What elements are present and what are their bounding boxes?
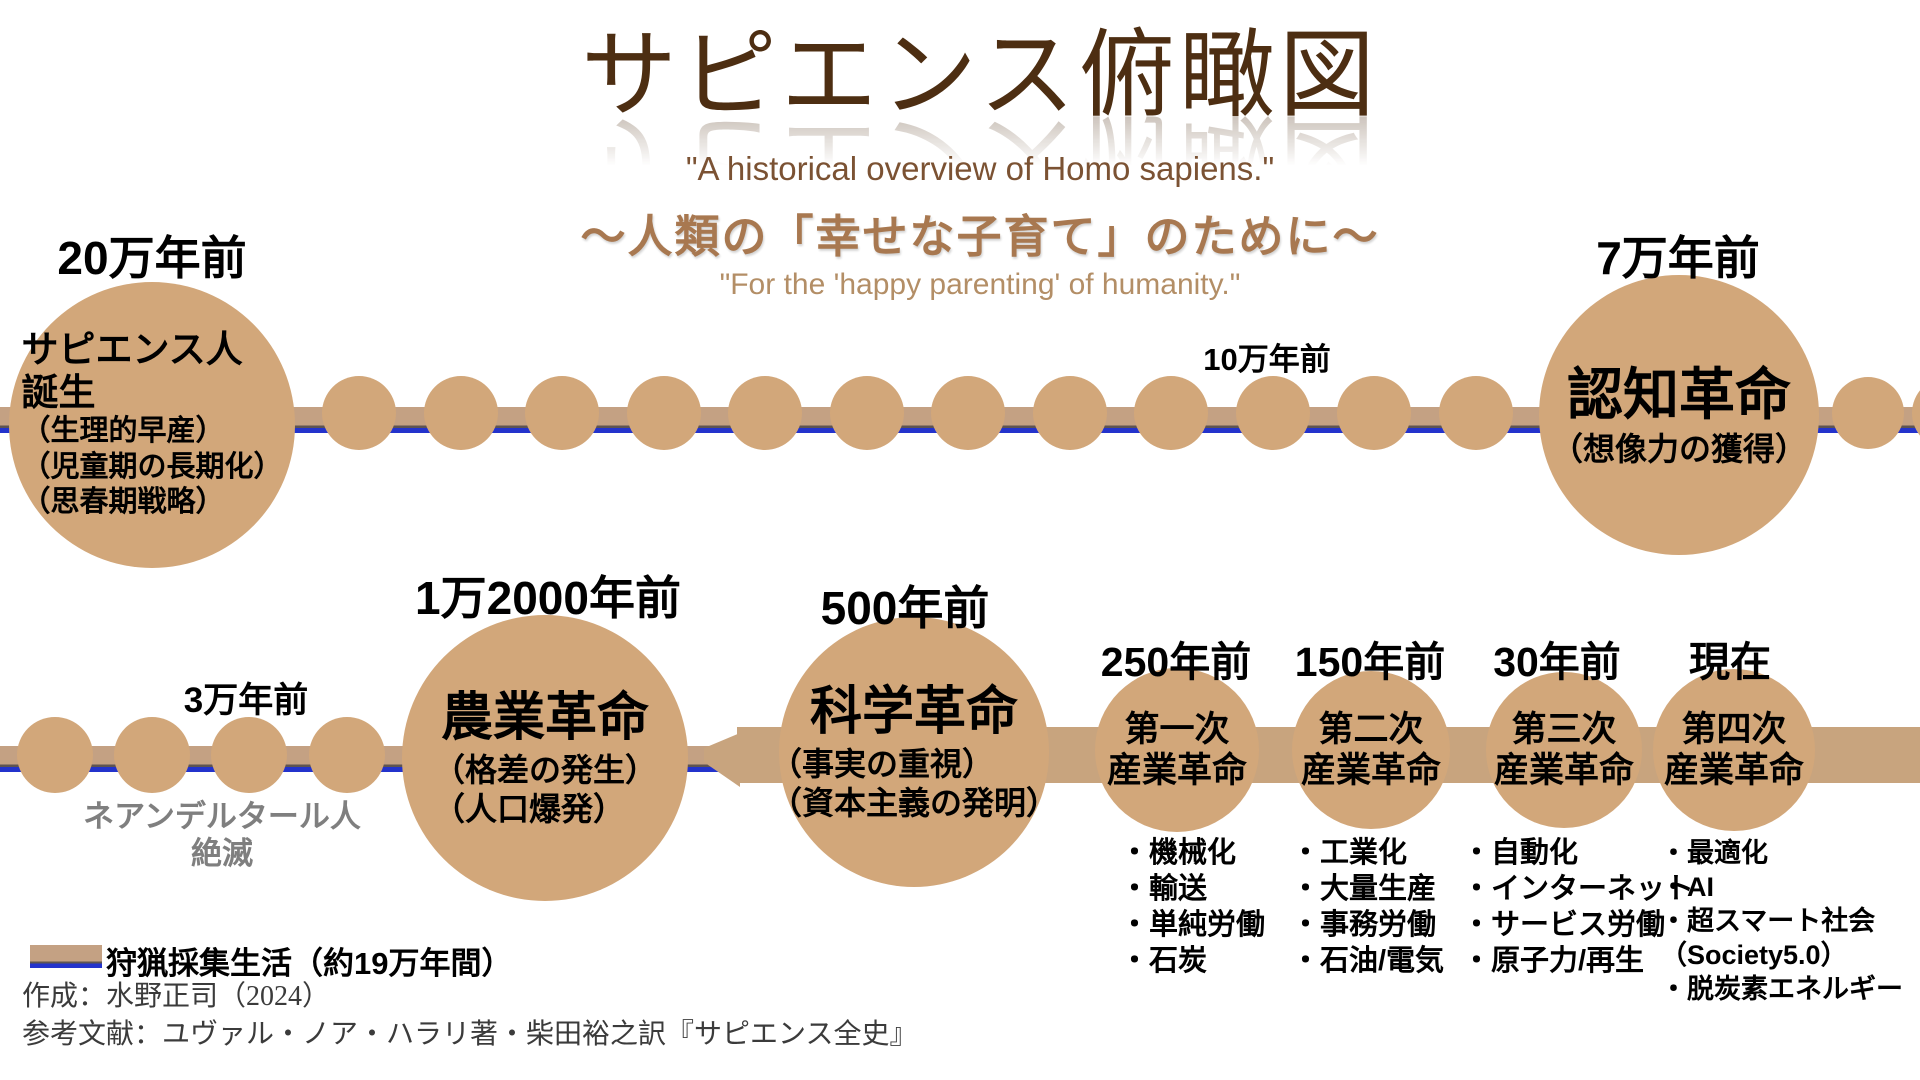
bullet-item: ・自動化 — [1462, 837, 1579, 869]
timeline-dot — [211, 717, 287, 793]
event-circle-industrial-1: 第一次 産業革命 — [1095, 668, 1259, 832]
text-line: 第四次 — [1681, 709, 1787, 749]
era-label-industrial-1: 250年前 — [1100, 639, 1252, 685]
text-line: 第一次 — [1124, 709, 1230, 749]
event-circle-industrial-3: 第三次 産業革命 — [1486, 672, 1642, 828]
text-line: 第二次 — [1318, 709, 1424, 749]
scientific-revolution-subs: （事実の重視） （資本主義の発明） — [770, 745, 1058, 823]
timeline-dot — [309, 717, 385, 793]
cognitive-revolution-sub: （想像力の獲得） — [1550, 430, 1807, 467]
timeline-dot — [1235, 376, 1310, 450]
sapiens-birth-text: サピエンス人 誕生 （生理的早産） （児童期の長期化） （思春期戦略） — [21, 329, 282, 520]
page-title: サピエンス俯瞰図 — [580, 22, 1380, 129]
bullet-item: （Society5.0） — [1660, 940, 1848, 971]
cognitive-revolution-title: 認知革命 — [1567, 363, 1791, 427]
text-line: （事実の重視） — [770, 745, 995, 782]
era-label-12000: 1万2000年前 — [415, 572, 681, 624]
bullet-item: ・石油/電気 — [1291, 944, 1445, 977]
era-label-500: 500年前 — [820, 582, 990, 634]
legend-label: 狩猟採集生活（約19万年間） — [106, 946, 513, 981]
bullet-item: ・工業化 — [1291, 837, 1408, 869]
text-line: 産業革命 — [1663, 751, 1804, 790]
text-line: （思春期戦略） — [21, 486, 225, 519]
timeline-dot — [1438, 376, 1513, 450]
industrial-3-bullet-list: ・自動化 ・インターネット ・サービス労働 ・原子力/再生 — [1462, 836, 1694, 980]
era-label-30k: 3万年前 — [183, 681, 309, 720]
text-line: （人口爆発） — [432, 790, 625, 827]
text-line: （資本主義の発明） — [770, 784, 1059, 821]
timeline-dot — [322, 376, 396, 450]
event-circle-scientific-revolution: 科学革命 （事実の重視） （資本主義の発明） — [770, 617, 1058, 887]
legend-swatch-hunter-gatherer — [30, 945, 102, 968]
text-line: （生理的早産） — [21, 415, 225, 448]
event-circle-industrial-4: 第四次 産業革命 — [1653, 669, 1815, 831]
text-line: 誕生 — [21, 371, 96, 413]
bullet-item: ・最適化 — [1660, 838, 1768, 868]
subtitle-japanese: ～人類の「幸せな子育て」のために～ — [580, 212, 1380, 262]
timeline-dot — [1134, 376, 1208, 450]
timeline-dot — [1832, 377, 1904, 449]
agricultural-revolution-title: 農業革命 — [440, 689, 649, 748]
bullet-item: ・事務労働 — [1291, 908, 1437, 941]
timeline-dot — [626, 376, 701, 450]
bullet-item: ・超スマート社会 — [1660, 906, 1876, 937]
bullet-item: ・大量生産 — [1291, 872, 1437, 905]
timeline-dot — [1032, 376, 1107, 450]
bullet-item: ・輸送 — [1120, 872, 1208, 905]
era-label-industrial-2: 150年前 — [1294, 639, 1446, 685]
bullet-item: ・機械化 — [1120, 837, 1237, 869]
timeline-dot — [114, 717, 190, 793]
bullet-item: ・AI — [1660, 872, 1714, 903]
text-line: ネアンデルタール人 — [83, 799, 361, 834]
text-line: 第三次 — [1511, 709, 1617, 749]
subtitle-english: "A historical overview of Homo sapiens." — [685, 150, 1275, 187]
timeline-dot — [829, 376, 904, 450]
credit-reference: 参考文献：ユヴァル・ノア・ハラリ著・柴田裕之訳『サピエンス全史』 — [22, 1019, 918, 1050]
timeline-dot — [1912, 377, 1920, 449]
subtitle-english-2: "For the 'happy parenting' of humanity." — [719, 268, 1241, 301]
event-circle-sapiens-birth: サピエンス人 誕生 （生理的早産） （児童期の長期化） （思春期戦略） — [9, 282, 295, 568]
timeline-dot — [931, 376, 1005, 450]
bullet-item: ・石炭 — [1120, 944, 1208, 977]
agricultural-revolution-subs: （格差の発生） （人口爆発） — [433, 751, 657, 829]
text-line: （格差の発生） — [432, 751, 657, 788]
text-line: 産業革命 — [1300, 751, 1441, 790]
industrial-4-bullet-list: ・最適化・AI ・超スマート社会 （Society5.0） ・脱炭素エネルギー — [1660, 836, 1903, 1006]
neanderthal-extinction-note: ネアンデルタール人 絶滅 — [83, 798, 361, 872]
scientific-revolution-title: 科学革命 — [809, 683, 1018, 742]
bullet-item: ・原子力/再生 — [1462, 944, 1645, 977]
bullet-item: ・単純労働 — [1120, 908, 1266, 941]
bullet-item: ・インターネット — [1462, 872, 1695, 905]
industrial-2-bullet-list: ・工業化 ・大量生産 ・事務労働 ・石油/電気 — [1291, 836, 1444, 980]
event-circle-agricultural-revolution: 農業革命 （格差の発生） （人口爆発） — [402, 615, 688, 901]
timeline-dot — [1337, 376, 1411, 450]
timeline-dot — [728, 376, 802, 450]
timeline-bar-flare — [704, 733, 740, 787]
industrial-1-bullet-list: ・機械化 ・輸送 ・単純労働 ・石炭 — [1120, 836, 1265, 980]
event-circle-industrial-2: 第二次 産業革命 — [1292, 671, 1450, 829]
era-label-70k: 7万年前 — [1596, 232, 1760, 284]
credit-author: 作成：水野正司（2024） — [22, 981, 331, 1012]
era-label-200k: 20万年前 — [57, 232, 247, 284]
timeline-dot — [17, 717, 93, 793]
text-line: （児童期の長期化） — [21, 450, 283, 483]
era-label-industrial-4: 現在 — [1689, 639, 1771, 685]
era-label-100k: 10万年前 — [1203, 342, 1331, 377]
text-line: サピエンス人 — [21, 329, 243, 371]
text-line: 産業革命 — [1493, 751, 1634, 790]
bullet-item: ・サービス労働 — [1462, 908, 1666, 941]
bullet-item: ・脱炭素エネルギー — [1660, 974, 1903, 1005]
event-circle-cognitive-revolution: 認知革命 （想像力の獲得） — [1539, 275, 1819, 555]
era-label-industrial-3: 30年前 — [1493, 639, 1621, 685]
timeline-dot — [423, 376, 498, 450]
text-line: 絶滅 — [190, 836, 253, 872]
timeline-dot — [525, 376, 599, 450]
text-line: 産業革命 — [1106, 751, 1247, 790]
